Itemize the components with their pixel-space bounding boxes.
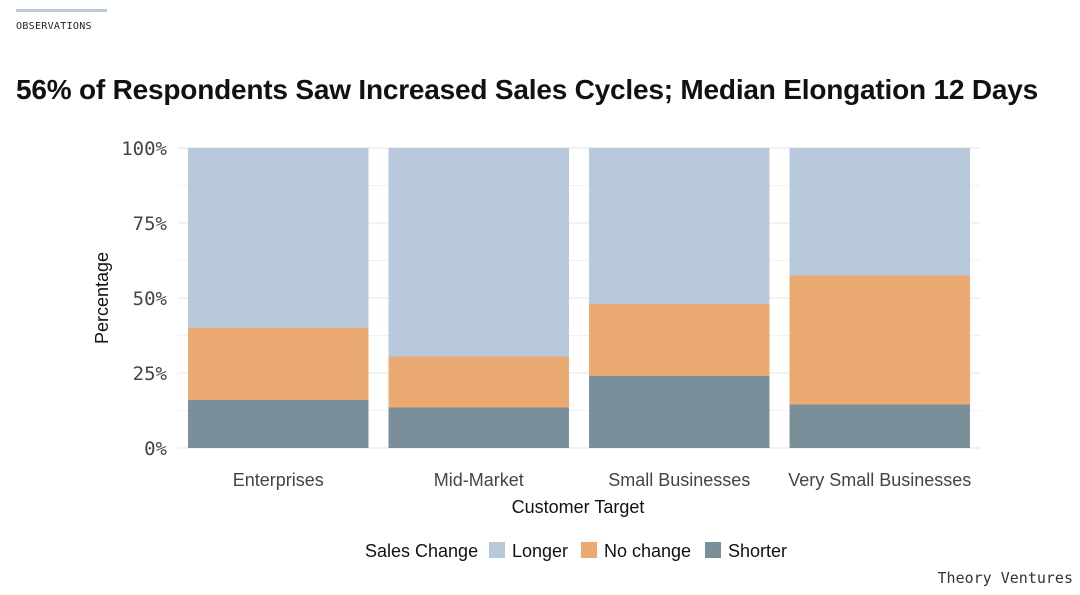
legend-title: Sales Change — [365, 541, 478, 561]
bar-segment-no-change — [589, 304, 770, 376]
x-tick-label: Enterprises — [233, 470, 324, 490]
x-tick-labels: Enterprises Mid-Market Small Businesses Ver… — [233, 470, 972, 490]
bar-segment-longer — [589, 148, 770, 304]
y-tick-label: 0% — [144, 438, 167, 460]
bar-segment-no-change — [388, 356, 569, 408]
bars — [188, 148, 970, 448]
legend-label-shorter: Shorter — [728, 541, 787, 561]
y-axis-title: Percentage — [92, 252, 112, 344]
section-label: OBSERVATIONS — [16, 21, 92, 32]
bar-segment-shorter — [188, 400, 369, 448]
y-tick-labels: 0% 25% 50% 75% 100% — [121, 138, 167, 460]
legend-swatch-no-change — [581, 542, 597, 558]
x-tick-label: Very Small Businesses — [788, 470, 971, 490]
top-accent-rule — [16, 9, 107, 12]
x-tick-label: Mid-Market — [434, 470, 524, 490]
bar-segment-shorter — [789, 404, 970, 448]
bar-segment-longer — [789, 148, 970, 276]
x-axis-title: Customer Target — [512, 497, 645, 517]
legend-swatch-shorter — [705, 542, 721, 558]
legend-label-no-change: No change — [604, 541, 691, 561]
page-title: 56% of Respondents Saw Increased Sales C… — [16, 74, 1038, 105]
y-tick-label: 25% — [133, 363, 168, 385]
bar-segment-longer — [388, 148, 569, 357]
bar-segment-longer — [188, 148, 369, 328]
legend-label-longer: Longer — [512, 541, 568, 561]
footer-brand: Theory Ventures — [937, 569, 1073, 587]
bar-segment-no-change — [789, 275, 970, 405]
bar-segment-shorter — [589, 376, 770, 448]
x-tick-label: Small Businesses — [608, 470, 750, 490]
y-tick-label: 50% — [133, 288, 168, 310]
legend-swatch-longer — [489, 542, 505, 558]
legend: Sales Change Longer No change Shorter — [365, 541, 787, 561]
y-tick-label: 100% — [121, 138, 167, 160]
bar-segment-shorter — [388, 407, 569, 448]
bar-segment-no-change — [188, 328, 369, 400]
y-tick-label: 75% — [133, 213, 168, 235]
